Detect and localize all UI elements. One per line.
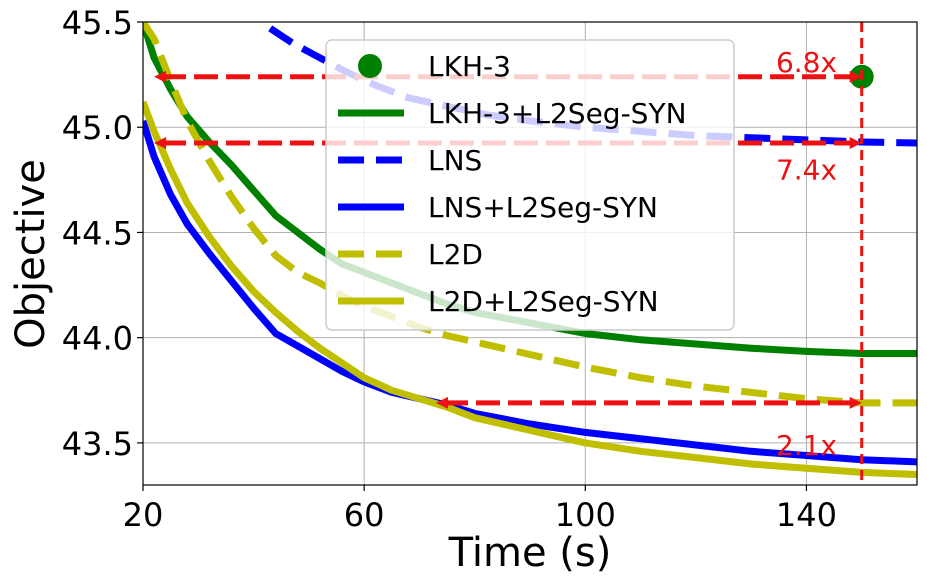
- legend-label: LNS+L2Seg-SYN: [428, 191, 658, 224]
- legend-label: L2D+L2Seg-SYN: [428, 285, 659, 318]
- y-tick-label: 43.5: [62, 425, 133, 463]
- y-tick-label: 45.0: [62, 109, 133, 147]
- arrow-head-right: [849, 70, 862, 83]
- legend-label: LKH-3+L2Seg-SYN: [428, 97, 687, 130]
- arrow-head-left: [154, 137, 167, 150]
- series-line-l2d-l2seg-syn: [143, 100, 917, 478]
- annotations: 6.8x 7.4x 2.1x: [154, 22, 864, 485]
- legend-box: [325, 39, 735, 331]
- legend-label: LNS: [428, 144, 482, 177]
- speedup-label: 2.1x: [776, 429, 837, 462]
- axis-ticks: 20 60 100 140 43.5 44.0 44.5 45.0 45.5: [62, 4, 837, 534]
- y-tick-label: 44.0: [62, 320, 133, 358]
- arrow-head-right: [849, 396, 862, 409]
- speedup-label: 7.4x: [776, 153, 837, 186]
- x-axis-label: Time (s): [448, 530, 612, 576]
- speedup-label: 6.8x: [776, 46, 837, 79]
- legend-label: LKH-3: [428, 50, 511, 83]
- arrow-head-left: [436, 396, 449, 409]
- arrow-head-left: [154, 70, 167, 83]
- x-tick-label: 140: [776, 496, 837, 534]
- legend-swatch: [358, 54, 382, 78]
- y-tick-label: 45.5: [62, 4, 133, 42]
- x-tick-label: 100: [555, 496, 616, 534]
- plot-frame: [142, 21, 918, 486]
- y-axis-label: Objective: [8, 159, 54, 349]
- legend-label: L2D: [428, 238, 483, 271]
- x-tick-label: 60: [344, 496, 385, 534]
- y-tick-label: 44.5: [62, 214, 133, 252]
- legend: LKH-3 LKH-3+L2Seg-SYN LNS LNS+L2Seg-SYN L2D L…: [325, 39, 735, 331]
- series-group: [143, 22, 917, 478]
- x-tick-label: 20: [123, 496, 164, 534]
- arrow-head-right: [849, 137, 862, 150]
